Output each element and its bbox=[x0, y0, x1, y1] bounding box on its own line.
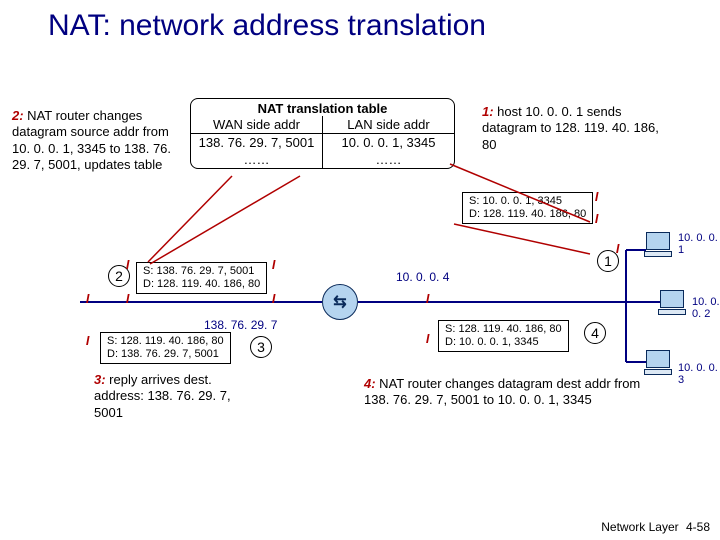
host-1-icon bbox=[646, 232, 672, 257]
packet-4-dst: D: 10. 0. 0. 1, 3345 bbox=[445, 336, 562, 349]
tick-icon: // bbox=[272, 292, 273, 306]
packet-3: S: 128. 119. 40. 186, 80 D: 138. 76. 29.… bbox=[100, 332, 231, 364]
packet-3-dst: D: 138. 76. 29. 7, 5001 bbox=[107, 348, 224, 361]
tick-icon: // bbox=[86, 334, 87, 348]
footer-chapter: Network Layer bbox=[601, 520, 678, 534]
packet-2-dst: D: 128. 119. 40. 186, 80 bbox=[143, 278, 260, 291]
step-4-text: 4: NAT router changes datagram dest addr… bbox=[364, 376, 664, 409]
table-cell-lan: 10. 0. 0. 1, 3345 bbox=[323, 134, 454, 151]
tick-icon: // bbox=[426, 332, 427, 346]
step-3-num: 3: bbox=[94, 372, 106, 387]
circle-4: 4 bbox=[584, 322, 606, 344]
host-2-icon bbox=[660, 290, 686, 315]
host-2-ip: 10. 0. 0. 2 bbox=[692, 296, 720, 320]
tick-icon: // bbox=[595, 212, 596, 226]
tick-icon: // bbox=[272, 258, 273, 272]
router-lan-ip: 10. 0. 0. 4 bbox=[396, 270, 449, 284]
page-footer: Network Layer 4-58 bbox=[601, 520, 710, 534]
tick-icon: // bbox=[616, 242, 617, 256]
table-header-wan: WAN side addr bbox=[191, 116, 323, 133]
table-cell-lan-dots: …… bbox=[323, 151, 454, 168]
packet-3-src: S: 128. 119. 40. 186, 80 bbox=[107, 335, 224, 348]
step-1-num: 1: bbox=[482, 104, 494, 119]
host-3-icon bbox=[646, 350, 672, 375]
packet-4-src: S: 128. 119. 40. 186, 80 bbox=[445, 323, 562, 336]
step-1-text: 1: host 10. 0. 0. 1 sends datagram to 12… bbox=[482, 104, 662, 153]
step-4-num: 4: bbox=[364, 376, 376, 391]
circle-3: 3 bbox=[250, 336, 272, 358]
table-title: NAT translation table bbox=[191, 99, 454, 116]
nat-translation-table: NAT translation table WAN side addr LAN … bbox=[190, 98, 455, 169]
table-header-lan: LAN side addr bbox=[323, 116, 454, 133]
footer-page: 4-58 bbox=[686, 520, 710, 534]
packet-4: S: 128. 119. 40. 186, 80 D: 10. 0. 0. 1,… bbox=[438, 320, 569, 352]
host-1-ip: 10. 0. 0. 1 bbox=[678, 232, 720, 256]
tick-icon: // bbox=[86, 292, 87, 306]
tick-icon: // bbox=[126, 258, 127, 272]
router-wan-ip: 138. 76. 29. 7 bbox=[204, 318, 277, 332]
packet-1: S: 10. 0. 0. 1, 3345 D: 128. 119. 40. 18… bbox=[462, 192, 593, 224]
tick-icon: // bbox=[426, 292, 427, 306]
tick-icon: // bbox=[126, 292, 127, 306]
tick-icon: // bbox=[595, 190, 596, 204]
packet-1-dst: D: 128. 119. 40. 186, 80 bbox=[469, 208, 586, 221]
router-arrows-icon: ⇆ bbox=[333, 292, 346, 312]
step-3-text: 3: reply arrives dest. address: 138. 76.… bbox=[94, 372, 254, 421]
host-3-ip: 10. 0. 0. 3 bbox=[678, 362, 720, 386]
packet-1-src: S: 10. 0. 0. 1, 3345 bbox=[469, 195, 586, 208]
packet-2-src: S: 138. 76. 29. 7, 5001 bbox=[143, 265, 260, 278]
table-cell-wan: 138. 76. 29. 7, 5001 bbox=[191, 134, 323, 151]
page-title: NAT: network address translation bbox=[48, 8, 486, 44]
table-cell-wan-dots: …… bbox=[191, 151, 323, 168]
step-2-num: 2: bbox=[12, 108, 24, 123]
packet-2: S: 138. 76. 29. 7, 5001 D: 128. 119. 40.… bbox=[136, 262, 267, 294]
step-2-text: 2: NAT router changes datagram source ad… bbox=[12, 108, 172, 173]
router-icon: ⇆ bbox=[322, 284, 358, 320]
